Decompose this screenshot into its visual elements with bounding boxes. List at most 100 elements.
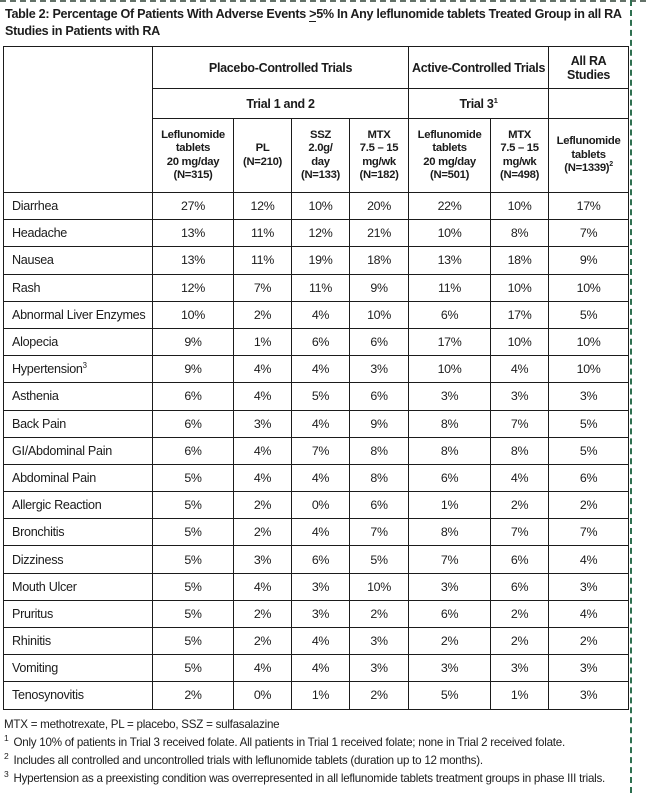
row-label: Dizziness: [3, 545, 153, 574]
footnote-1-marker: 1: [4, 733, 9, 744]
table-row: Hypertension3 9% 4% 4% 3% 10% 4% 10%: [3, 355, 630, 384]
group-header-active: Active-Controlled Trials: [408, 46, 550, 89]
row-label: Tenosynovitis: [3, 681, 153, 710]
cell-value: 7%: [233, 273, 292, 302]
table-row: Abnormal Liver Enzymes 10% 2% 4% 10% 6% 17% 5%: [3, 300, 630, 329]
cell-value: 4%: [233, 355, 292, 384]
cell-value: 11%: [408, 273, 492, 302]
cell-value: 6%: [291, 327, 350, 357]
row-label: Allergic Reaction: [3, 491, 153, 520]
cell-value: 10%: [548, 355, 630, 384]
cell-value: 6%: [348, 382, 410, 411]
col-header-ssz-133: SSZ 2.0g/day (N=133): [291, 118, 350, 193]
page-edge-right-marker: [630, 0, 632, 793]
cell-value: 4%: [548, 599, 630, 629]
table-row: Vomiting 5% 4% 4% 3% 3% 3% 3%: [3, 654, 630, 683]
cell-value: 1%: [490, 681, 550, 710]
cell-value: 3%: [291, 599, 350, 629]
cell-value: 7%: [490, 518, 550, 547]
col-header-leflunomide-501: Leflunomide tablets 20 mg/day (N=501): [408, 118, 492, 193]
cell-value: 4%: [233, 382, 292, 411]
abbreviation-key: MTX = methotrexate, PL = placebo, SSZ = …: [4, 718, 280, 731]
cell-value: 6%: [291, 545, 350, 574]
cell-value: 10%: [548, 327, 630, 357]
cell-value: 10%: [548, 273, 630, 302]
row-label: Nausea: [3, 246, 153, 275]
cell-value: 3%: [291, 572, 350, 601]
row-label: Back Pain: [3, 409, 153, 438]
col-header-mtx-498: MTX 7.5 – 15 mg/wk (N=498): [490, 118, 550, 193]
cell-value: 1%: [408, 491, 492, 520]
cell-value: 5%: [548, 409, 630, 438]
row-label: Abdominal Pain: [3, 463, 153, 493]
cell-value: 17%: [490, 300, 550, 329]
cell-value: 11%: [233, 219, 292, 248]
group-header-row: Placebo-Controlled Trials Active-Control…: [3, 46, 630, 193]
cell-value: 8%: [408, 436, 492, 465]
cell-value: 3%: [233, 545, 292, 574]
cell-value: 2%: [490, 626, 550, 656]
row-label: Pruritus: [3, 599, 153, 629]
cell-value: 4%: [291, 409, 350, 438]
cell-value: 3%: [348, 355, 410, 384]
table-row: Headache 13% 11% 12% 21% 10% 8% 7%: [3, 219, 630, 248]
table-row: Rhinitis 5% 2% 4% 3% 2% 2% 2%: [3, 626, 630, 656]
cell-value: 10%: [490, 273, 550, 302]
cell-value: 2%: [548, 491, 630, 520]
cell-value: 2%: [233, 518, 292, 547]
cell-value: 6%: [152, 409, 234, 438]
cell-value: 4%: [291, 355, 350, 384]
cell-value: 5%: [152, 572, 234, 601]
cell-value: 3%: [408, 382, 492, 411]
cell-value: 7%: [348, 518, 410, 547]
cell-value: 7%: [548, 518, 630, 547]
cell-value: 8%: [490, 436, 550, 465]
footnote-3-text: Hypertension as a preexisting condition …: [13, 772, 606, 785]
cell-value: 6%: [408, 599, 492, 629]
cell-value: 2%: [490, 599, 550, 629]
trial-3-label: Trial 3: [459, 96, 494, 111]
cell-value: 4%: [233, 572, 292, 601]
cell-value: 5%: [152, 545, 234, 574]
trial-3-header: Trial 31: [408, 88, 550, 119]
cell-value: 13%: [408, 246, 492, 275]
page-edge-top-marker: [0, 0, 646, 2]
cell-value: 2%: [348, 681, 410, 710]
cell-value: 4%: [233, 436, 292, 465]
cell-value: 5%: [152, 626, 234, 656]
cell-value: 3%: [348, 626, 410, 656]
table-title-line1: Table 2: Percentage Of Patients With Adv…: [5, 6, 643, 23]
cell-value: 13%: [152, 219, 234, 248]
cell-value: 6%: [408, 300, 492, 329]
cell-value: 5%: [348, 545, 410, 574]
table-row: Diarrhea 27% 12% 10% 20% 22% 10% 17%: [3, 191, 630, 221]
cell-value: 6%: [490, 545, 550, 574]
cell-value: 5%: [152, 491, 234, 520]
cell-value: 6%: [548, 463, 630, 493]
cell-value: 9%: [152, 327, 234, 357]
row-label: Headache: [3, 219, 153, 248]
cell-value: 5%: [291, 382, 350, 411]
cell-value: 12%: [233, 191, 292, 221]
table-row: Back Pain 6% 3% 4% 9% 8% 7% 5%: [3, 409, 630, 438]
cell-value: 0%: [233, 681, 292, 710]
cell-value: 6%: [348, 327, 410, 357]
trial-3-footnote-marker: 1: [493, 95, 498, 105]
cell-value: 3%: [548, 382, 630, 411]
title-text-suffix: 5% In Any leflunomide tablets Treated Gr…: [316, 7, 622, 21]
cell-value: 10%: [152, 300, 234, 329]
cell-value: 8%: [348, 463, 410, 493]
cell-value: 4%: [291, 654, 350, 683]
cell-value: 5%: [152, 518, 234, 547]
cell-value: 11%: [291, 273, 350, 302]
greater-equal-symbol: >: [309, 7, 317, 22]
cell-value: 20%: [348, 191, 410, 221]
col-header-leflunomide-1339: Leflunomide tablets (N=1339)2: [548, 118, 630, 193]
cell-value: 2%: [233, 626, 292, 656]
cell-value: 12%: [291, 219, 350, 248]
cell-value: 27%: [152, 191, 234, 221]
cell-value: 8%: [348, 436, 410, 465]
footnote-2-marker: 2: [4, 751, 9, 762]
cell-value: 2%: [152, 681, 234, 710]
group-header-placebo: Placebo-Controlled Trials: [151, 46, 410, 89]
